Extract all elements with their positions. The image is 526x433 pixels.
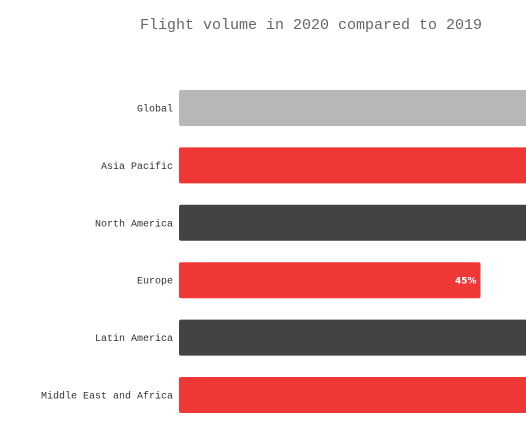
bar-middle-east-and-africa [179, 377, 526, 413]
category-label: Europe [137, 277, 173, 288]
bar-europe [179, 262, 481, 299]
bars-layer: Global58%Asia Pacific68%North America59%… [41, 90, 526, 413]
category-label: Global [137, 104, 173, 116]
bar-global [179, 90, 526, 126]
category-label: Asia Pacific [101, 161, 173, 173]
chart-title: Flight volume in 2020 compared to 2019 [140, 17, 482, 34]
value-label: 45% [455, 277, 477, 287]
bar-north-america [179, 204, 526, 241]
bar-asia-pacific [179, 147, 526, 184]
category-label: Middle East and Africa [41, 391, 173, 403]
category-label: Latin America [95, 333, 173, 345]
category-label: North America [95, 218, 173, 230]
bar-latin-america [179, 319, 526, 356]
